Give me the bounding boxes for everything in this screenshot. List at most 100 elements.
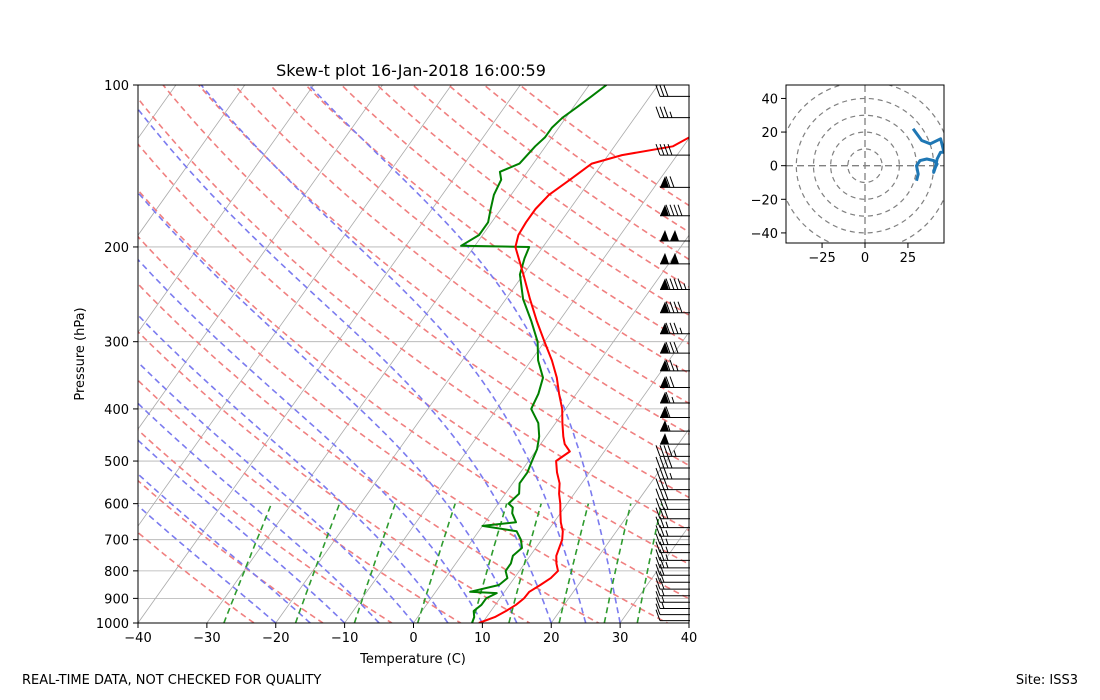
y-tick-label: 600 <box>104 498 129 513</box>
hodograph-ring <box>847 148 883 184</box>
site-label: Site: ISS3 <box>1015 673 1078 688</box>
wind-barb-full <box>659 488 665 500</box>
wind-barb-full <box>663 456 669 469</box>
mixing-ratio-line <box>508 503 542 623</box>
wind-barb-full <box>659 143 665 156</box>
wind-barb-half <box>679 327 683 334</box>
mixing-ratio-line <box>223 503 273 623</box>
wind-barb <box>660 322 690 335</box>
x-tick-label: 20 <box>543 631 560 646</box>
wind-barb <box>655 577 690 590</box>
wind-barb <box>655 498 690 510</box>
y-tick-label: 900 <box>104 592 129 607</box>
isotherm-line <box>138 85 383 430</box>
wind-barb-full <box>655 603 661 615</box>
wind-barb-full <box>667 143 673 156</box>
wind-barb-full <box>655 584 661 596</box>
hodograph-trace <box>911 127 944 182</box>
wind-barb-full <box>655 445 661 457</box>
wind-barb-full <box>659 85 665 97</box>
wind-barb-full <box>659 571 665 583</box>
x-tick-label: 10 <box>474 631 491 646</box>
mixing-ratio-line <box>558 503 590 623</box>
y-tick-label: 800 <box>104 565 129 580</box>
wind-barb <box>655 106 690 119</box>
wind-barb-full <box>663 498 669 510</box>
wind-barb <box>655 609 690 622</box>
wind-barb <box>660 376 690 389</box>
dry-adiabat-line <box>375 85 689 317</box>
mixing-ratio-line <box>603 503 632 623</box>
wind-barb-full <box>665 376 671 388</box>
wind-barb <box>655 467 690 480</box>
wind-barb-full <box>655 556 661 569</box>
x-axis-label: Temperature (C) <box>359 652 466 667</box>
wind-barb-flag <box>660 359 669 371</box>
wind-barb-full <box>655 456 661 469</box>
wind-barb <box>655 564 690 576</box>
wind-barb-full <box>659 456 665 469</box>
wind-barb <box>660 433 690 445</box>
wind-barb <box>655 143 690 156</box>
x-tick-label: −20 <box>262 631 289 646</box>
wind-barb-full <box>655 488 661 500</box>
y-tick-label: 100 <box>104 79 129 94</box>
dry-adiabat-line <box>269 85 689 405</box>
isotherm-line <box>206 85 590 623</box>
wind-barb-flag <box>660 433 669 445</box>
moist-adiabat-line <box>138 402 380 623</box>
y-tick-label: 400 <box>104 403 129 418</box>
wind-barb-flag <box>670 252 679 264</box>
dry-adiabat-line <box>304 85 689 375</box>
wind-barb-full <box>655 564 661 576</box>
wind-barb <box>660 278 690 291</box>
wind-barb-flag <box>660 420 669 432</box>
wind-barb <box>660 230 690 242</box>
moist-adiabat-line <box>138 439 346 623</box>
wind-barb <box>655 603 690 616</box>
wind-barb-half <box>665 530 669 537</box>
wind-barb <box>655 549 690 561</box>
wind-barb-flag <box>660 301 669 313</box>
wind-barb-half <box>671 396 675 404</box>
wind-barb-full <box>673 278 679 290</box>
wind-barb-full <box>669 176 675 188</box>
skewt-background <box>138 85 689 623</box>
wind-barb-full <box>655 609 661 621</box>
wind-barb-full <box>655 549 661 561</box>
wind-barb-full <box>673 341 679 354</box>
wind-barb-full <box>655 516 661 528</box>
y-tick-label: 700 <box>104 534 129 549</box>
wind-barb-full <box>655 533 661 545</box>
wind-barb-half <box>667 425 671 432</box>
hodograph-plot-area: −25 0 25 −40 −20 0 20 40 <box>751 84 945 266</box>
wind-barb-half <box>665 521 669 528</box>
wind-barb-full <box>655 498 661 510</box>
dry-adiabat-line <box>138 282 601 623</box>
moist-adiabat-line <box>308 85 621 623</box>
isotherm-line <box>0 85 38 623</box>
wind-barb <box>660 341 690 354</box>
wind-barb-full <box>659 478 665 490</box>
wind-barb-full <box>677 204 683 216</box>
hodograph-y-tick-label: 40 <box>761 92 778 107</box>
dry-adiabat-line <box>138 97 689 532</box>
wind-barb-full <box>665 204 671 216</box>
hodograph-y-tick-label: 0 <box>770 160 778 175</box>
isotherm-line <box>550 428 689 623</box>
wind-barb-full <box>659 533 665 545</box>
isotherm-line <box>275 85 659 623</box>
wind-barb-full <box>677 301 683 313</box>
wind-barb <box>660 406 690 419</box>
wind-barb <box>660 252 690 265</box>
wind-barb-full <box>669 322 675 334</box>
wind-barb-full <box>659 106 665 118</box>
wind-barb-full <box>665 359 671 372</box>
wind-barb-full <box>663 85 669 97</box>
wind-barb-full <box>673 322 679 334</box>
chart-title: Skew-t plot 16-Jan-2018 16:00:59 <box>276 61 546 80</box>
moist-adiabat-line <box>138 472 311 623</box>
wind-barb-full <box>673 301 679 313</box>
dry-adiabat-line <box>162 85 689 499</box>
quality-disclaimer: REAL-TIME DATA, NOT CHECKED FOR QUALITY <box>22 673 322 688</box>
